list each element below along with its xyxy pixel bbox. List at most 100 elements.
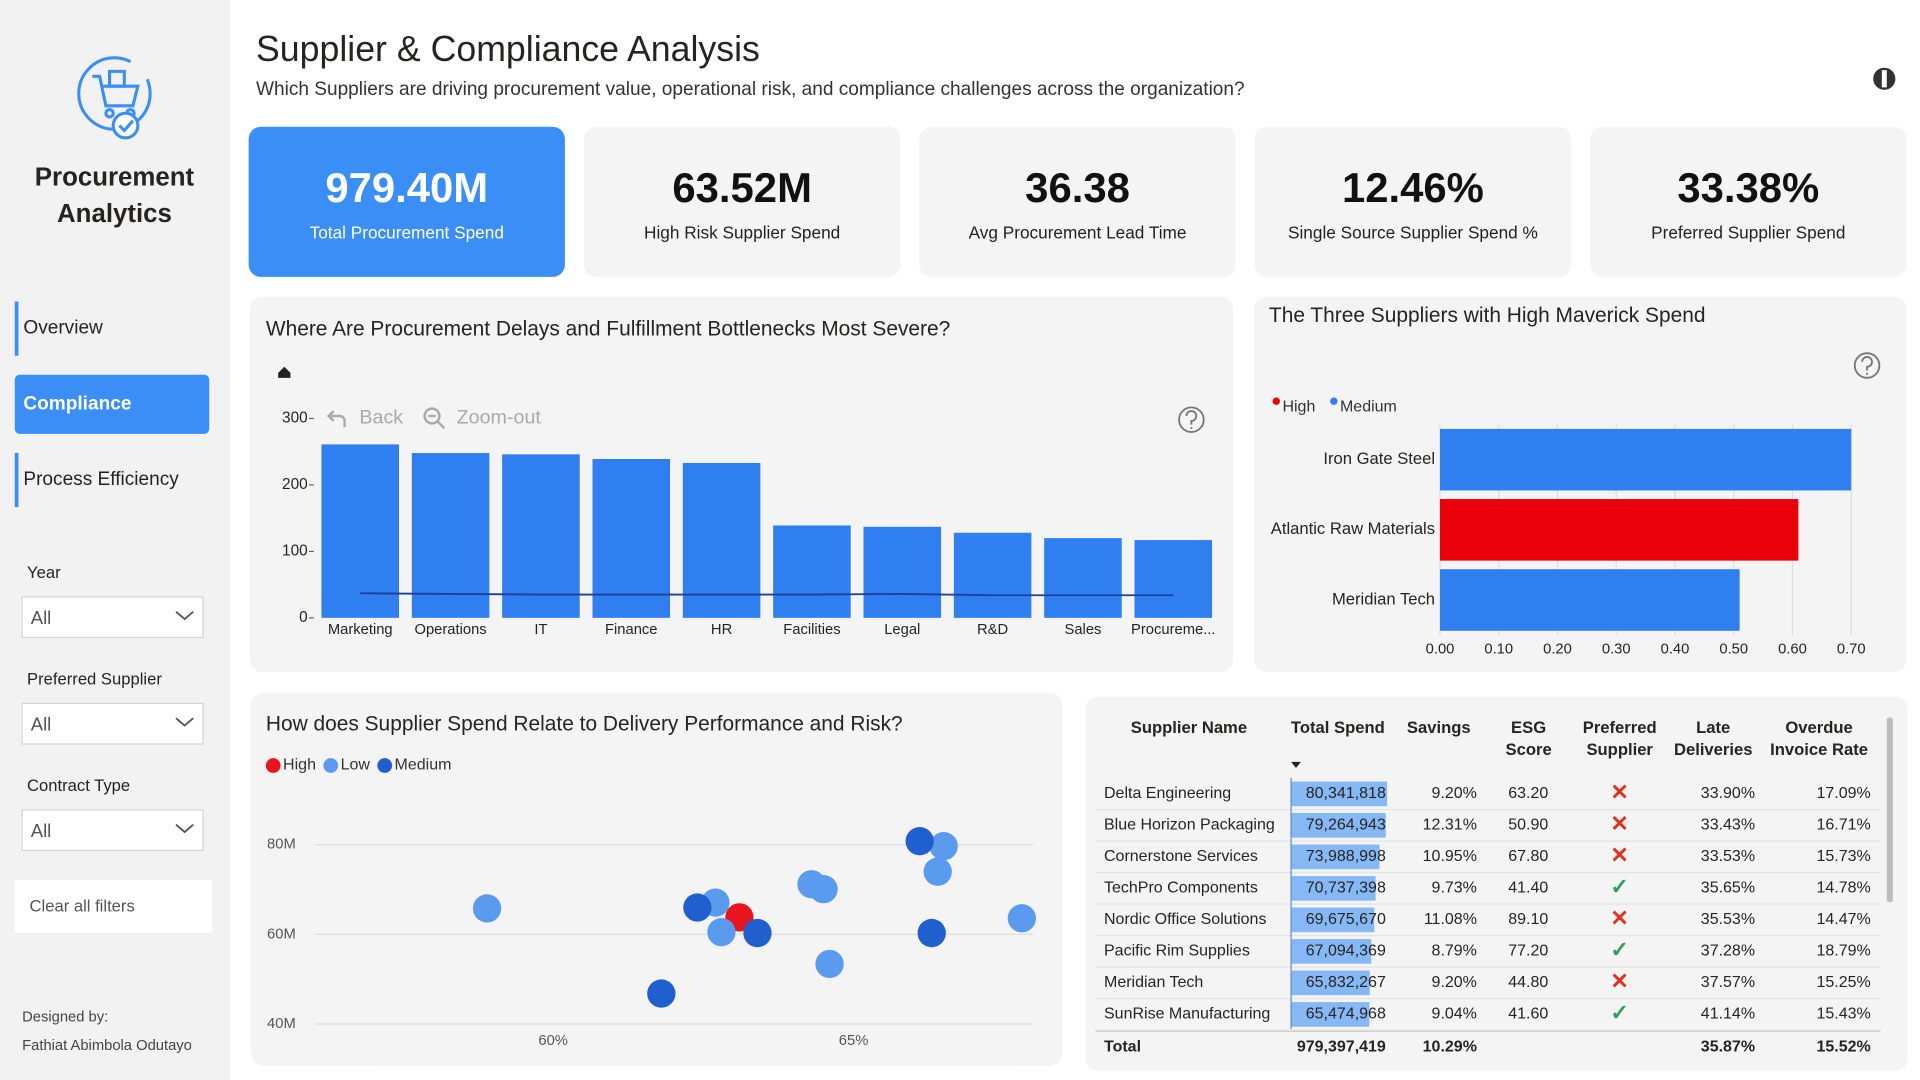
column-header[interactable]: ESG [1511,718,1546,737]
column-header[interactable]: Savings [1407,718,1471,737]
bar [1440,428,1852,491]
column-header[interactable]: Overdue [1785,718,1852,737]
nav-item[interactable]: Process Efficiency [23,469,179,490]
filter-value: All [31,713,52,734]
table-cell: 9.20% [1432,785,1477,802]
table-cell: TechPro Components [1104,880,1258,897]
kpi-value: 36.38 [1025,164,1130,211]
y-tick-label: Iron Gate Steel [1323,449,1435,468]
filter-dropdown[interactable] [21,809,204,852]
column-header[interactable]: Late [1696,718,1730,737]
legend-label: High [283,757,316,774]
filter-dropdown[interactable] [21,702,204,745]
nav-item[interactable]: Overview [23,318,103,339]
home-icon[interactable] [278,366,291,378]
kpi-card [1590,126,1907,277]
total-cell: 979,397,419 [1297,1039,1386,1056]
legend-marker [265,758,281,773]
table-cell: 11.08% [1424,911,1477,928]
table-cell: 14.78% [1817,880,1871,897]
y-tick-label: 80M [267,837,296,853]
x-tick-label: 0.70 [1837,642,1866,658]
table-cell: 50.90 [1508,817,1548,834]
scatter-point [683,893,712,922]
app-title: Procurement [35,163,195,191]
kpi-label: Total Procurement Spend [310,222,504,242]
column-header[interactable]: Supplier Name [1131,718,1247,737]
data-bar [1291,844,1380,870]
filter-dropdown[interactable] [21,596,204,639]
toolbar-button[interactable]: Back [359,407,403,429]
y-tick-label: Atlantic Raw Materials [1271,519,1435,538]
column-header[interactable]: Deliveries [1674,740,1753,759]
scatter-point [743,918,772,948]
toolbar-button[interactable]: Zoom-out [457,407,542,429]
x-tick-label: IT [534,622,547,638]
table-cell: 33.90% [1701,785,1755,802]
table-cell: 35.53% [1701,911,1755,928]
scatter-point [472,894,502,923]
y-tick-label: 60M [267,926,296,942]
table-cell: 12.31% [1423,817,1477,834]
nav-item[interactable]: Compliance [23,393,131,414]
kpi-label: Avg Procurement Lead Time [969,222,1187,242]
preferred-icon: ✕ [1610,843,1629,868]
scatter-point [905,827,934,856]
preferred-icon: ✓ [1610,937,1629,962]
data-bar [1291,876,1376,901]
scatter-point [1007,904,1036,933]
column-header[interactable]: Score [1506,740,1552,759]
kpi-value: 33.38% [1677,164,1819,211]
table-cell: 67,094,369 [1306,943,1386,960]
table-cell: 14.47% [1817,911,1871,928]
bar [592,459,671,618]
info-icon[interactable] [1873,67,1896,90]
table-cell: 41.60 [1508,1006,1548,1023]
back-icon[interactable] [326,410,346,428]
table-cell: Cornerstone Services [1104,848,1258,865]
x-tick-label: 0.00 [1426,642,1455,658]
nav-active[interactable] [14,374,210,434]
table-cell: 15.73% [1817,848,1871,865]
x-tick-label: R&D [977,622,1008,638]
x-tick-label: Operations [415,622,487,638]
sort-indicator[interactable] [1291,761,1301,768]
scatter-point [707,918,736,947]
help-icon[interactable] [1178,406,1205,433]
clear-filters-label[interactable]: Clear all filters [30,896,135,915]
y-tick-label: 100 [282,542,308,559]
legend-marker [1330,397,1338,405]
zoom-icon[interactable] [423,407,446,430]
scatter-point [647,979,676,1008]
bar [773,525,851,618]
bar [1134,540,1213,618]
x-tick-label: 60% [538,1033,568,1049]
table-cell: 10.95% [1423,848,1477,865]
chart-title: The Three Suppliers with High Maverick S… [1269,304,1706,327]
clear-filters-button[interactable] [14,880,212,933]
bar [321,444,400,618]
table-cell: Meridian Tech [1104,974,1203,991]
kpi-label: High Risk Supplier Spend [644,222,840,242]
table-cell: 37.28% [1701,943,1755,960]
column-header[interactable]: Invoice Rate [1770,740,1868,759]
column-header[interactable]: Total Spend [1291,718,1385,737]
table-cell: 73,988,998 [1306,848,1386,865]
scrollbar[interactable] [1886,717,1893,903]
table-cell: 33.43% [1701,817,1755,834]
scatter-point [929,831,958,861]
column-header[interactable]: Supplier [1586,740,1653,759]
kpi-value: 63.52M [672,164,812,211]
table-cell: 9.73% [1432,880,1477,897]
table-cell: 63.20 [1508,785,1548,802]
chart-card [251,692,1063,1066]
credit-name: Fathiat Abimbola Odutayo [22,1038,192,1054]
help-icon[interactable] [1853,352,1881,379]
x-tick-label: 65% [839,1033,869,1049]
bar [1440,569,1740,631]
credit-label: Designed by: [22,1010,108,1026]
column-header[interactable]: Preferred [1583,718,1657,737]
table-cell: 35.65% [1701,880,1755,897]
x-tick-label: 0.20 [1543,642,1572,658]
